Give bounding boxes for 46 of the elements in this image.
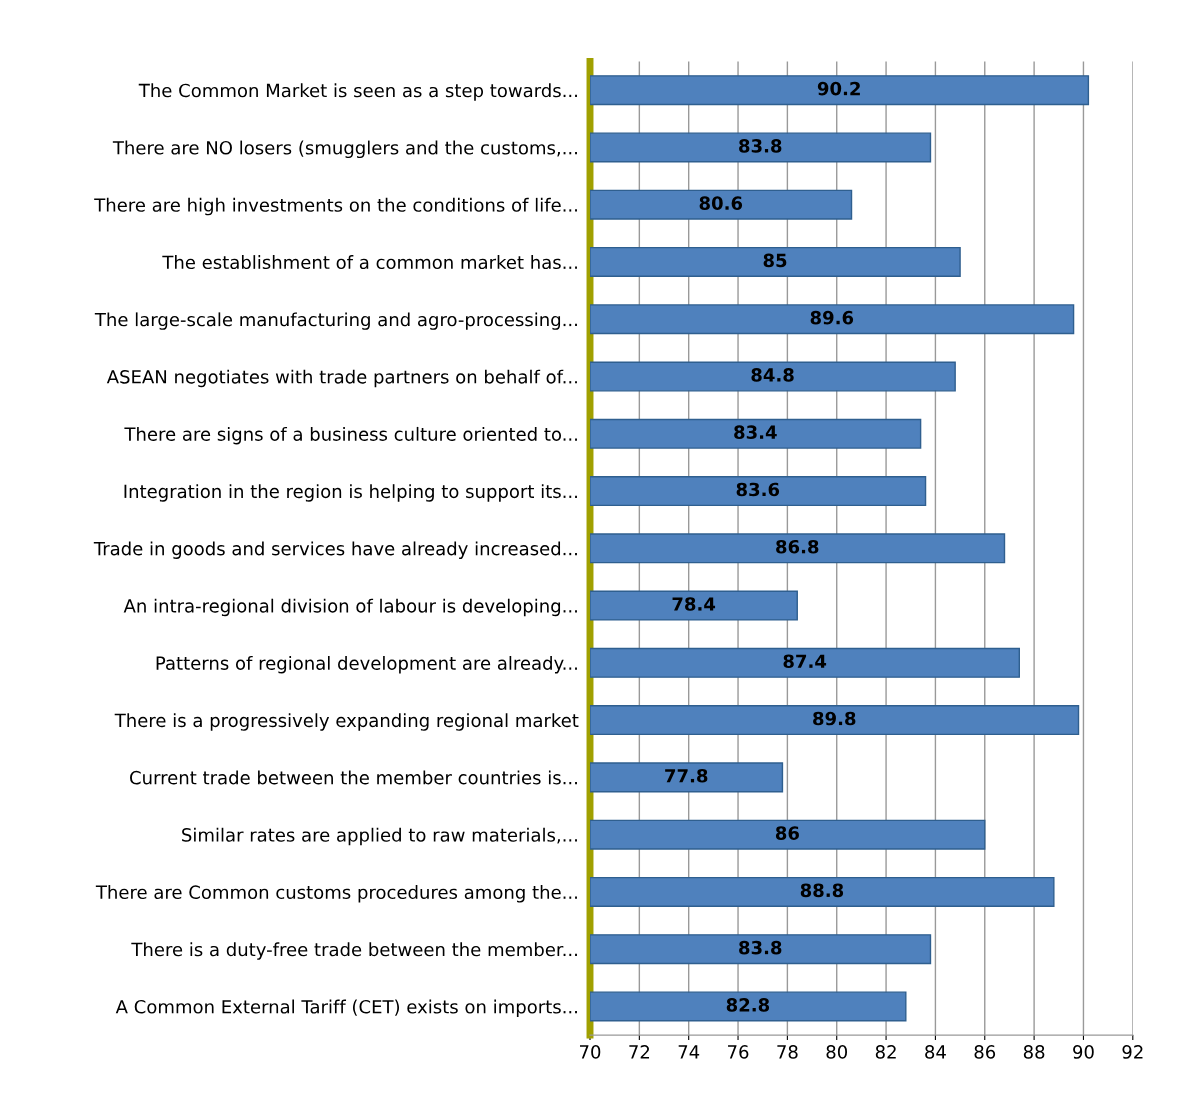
y-tick-label: Current trade between the member countries is... <box>130 770 577 785</box>
data-label: 86.8 <box>776 539 819 554</box>
y-tick-label: Trade in goods and services have already increased... <box>93 541 577 559</box>
x-tick-label: 70 <box>579 1045 601 1059</box>
x-tick-label: 72 <box>629 1045 650 1059</box>
data-label: 87.4 <box>783 654 827 669</box>
y-tick-label: There are NO losers (smugglers and the customs,... <box>112 140 577 159</box>
y-tick-label: A Common External Tariff (CET) exists on imports... <box>115 999 577 1018</box>
x-tick-label: 80 <box>826 1045 848 1059</box>
data-label: 83.6 <box>736 482 780 497</box>
y-tick-label: There are signs of a business culture oriented to... <box>124 426 577 445</box>
x-tick-label: 78 <box>777 1045 798 1059</box>
x-tick-label: 84 <box>925 1045 946 1059</box>
data-label: 82.8 <box>726 998 770 1012</box>
data-label: 86 <box>775 826 799 840</box>
x-tick-label: 92 <box>1122 1045 1143 1059</box>
y-tick-label: There are high investments on the conditions of life... <box>94 197 577 216</box>
data-label: 84.8 <box>751 368 794 382</box>
data-label: 89.6 <box>810 310 854 325</box>
y-tick-label: An intra-regional division of labour is developing... <box>123 598 577 617</box>
y-tick-label: There is a progressively expanding regional market <box>114 713 579 731</box>
y-tick-label: The large-scale manufacturing and agro-processing... <box>94 312 577 330</box>
y-tick-label: There is a duty-free trade between the member... <box>131 942 577 960</box>
y-tick-label: ASEAN negotiates with trade partners on behalf of... <box>106 369 577 388</box>
x-tick-label: 90 <box>1073 1045 1094 1059</box>
y-tick-label: Integration in the region is helping to support its... <box>124 484 577 502</box>
y-tick-label: The Common Market is seen as a step towards... <box>138 83 577 101</box>
data-label: 88.8 <box>800 883 844 898</box>
data-label: 89.8 <box>813 711 856 726</box>
x-tick-label: 82 <box>875 1045 896 1059</box>
data-label: 90.2 <box>817 81 860 96</box>
data-label: 77.8 <box>665 768 708 783</box>
data-label: 83.8 <box>739 940 782 955</box>
x-tick-label: 86 <box>974 1045 996 1059</box>
y-tick-label: There are Common customs procedures among the... <box>95 885 577 903</box>
data-label: 80.6 <box>699 196 743 210</box>
x-tick-label: 76 <box>728 1045 749 1059</box>
y-tick-label: The establishment of a common market has... <box>162 255 577 270</box>
data-label: 83.4 <box>734 425 777 440</box>
y-tick-label: Patterns of regional development are already... <box>156 655 577 674</box>
data-label: 85 <box>763 253 787 268</box>
data-label: 78.4 <box>672 597 716 611</box>
x-tick-label: 74 <box>678 1045 700 1059</box>
x-tick-label: 88 <box>1023 1045 1045 1059</box>
data-label: 83.8 <box>739 139 782 153</box>
y-tick-label: Similar rates are applied to raw materials,... <box>182 827 577 846</box>
